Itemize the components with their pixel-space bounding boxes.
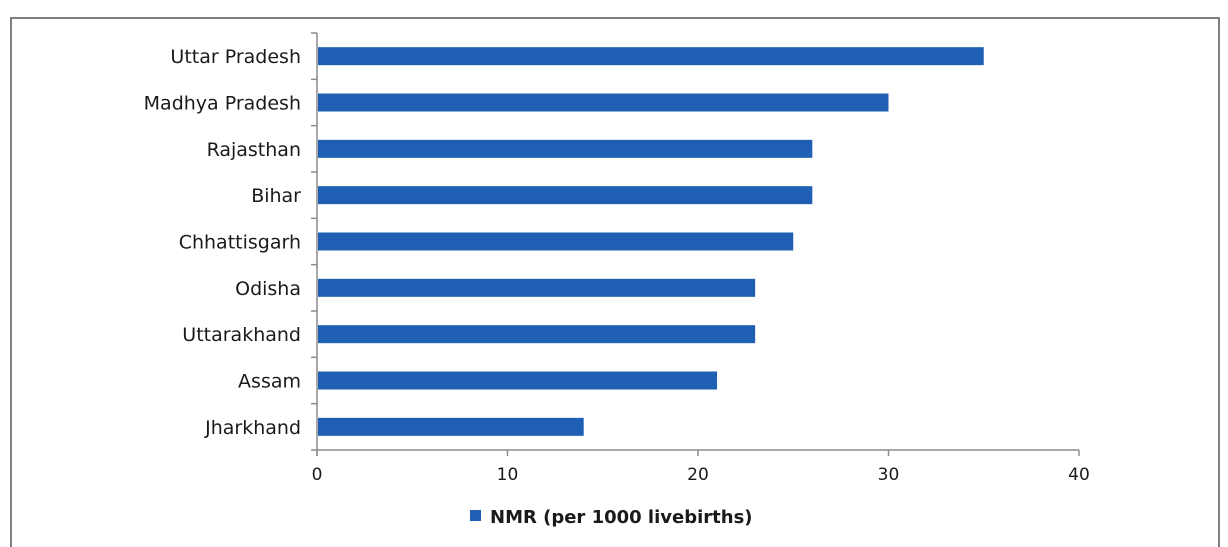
bar-odisha	[318, 278, 756, 297]
bar-uttar-pradesh	[318, 47, 984, 66]
category-label: Uttarakhand	[182, 324, 301, 346]
category-label: Bihar	[251, 185, 301, 207]
x-axis-ticks: 0 10 20 30 40	[312, 450, 1090, 485]
category-label: Odisha	[235, 278, 301, 300]
legend-label: NMR (per 1000 livebirths)	[490, 507, 753, 528]
bars-layer	[318, 47, 984, 436]
chart-frame	[10, 17, 1220, 547]
category-label: Jharkhand	[204, 417, 301, 439]
category-label: Madhya Pradesh	[144, 93, 301, 115]
category-labels: Uttar Pradesh Madhya Pradesh Rajasthan Biha…	[144, 32, 317, 451]
bar-chhattisgarh	[318, 232, 794, 251]
legend-swatch	[470, 510, 481, 521]
x-tick-label: 0	[312, 465, 323, 485]
bar-assam	[318, 371, 718, 390]
x-tick-label: 30	[878, 465, 900, 485]
legend: NMR (per 1000 livebirths)	[470, 507, 753, 528]
category-label: Chhattisgarh	[179, 232, 301, 254]
x-tick-label: 40	[1068, 465, 1090, 485]
bar-jharkhand	[318, 417, 584, 436]
x-tick-label: 20	[687, 465, 709, 485]
bar-rajasthan	[318, 139, 813, 158]
category-label: Rajasthan	[207, 139, 301, 161]
bar-madhya-pradesh	[318, 93, 889, 112]
x-tick-label: 10	[497, 465, 519, 485]
bar-uttarakhand	[318, 325, 756, 344]
bar-bihar	[318, 186, 813, 205]
nmr-bar-chart: Uttar Pradesh Madhya Pradesh Rajasthan Biha…	[144, 32, 1090, 528]
category-label: Assam	[238, 371, 301, 393]
category-label: Uttar Pradesh	[170, 46, 301, 68]
